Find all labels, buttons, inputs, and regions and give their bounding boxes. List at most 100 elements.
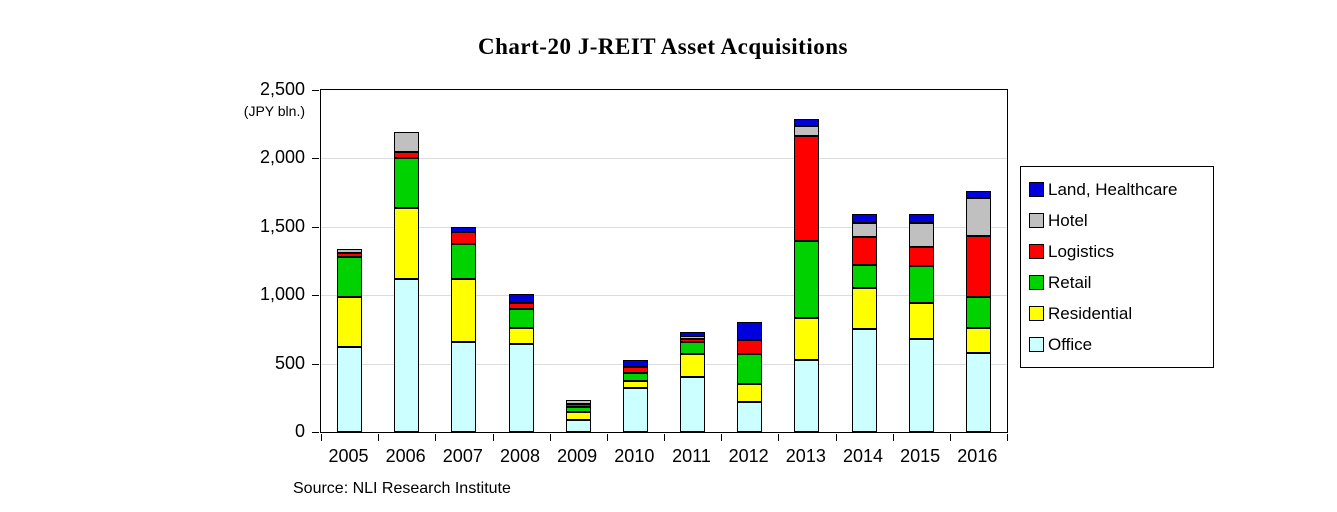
- bar-segment-office: [965, 353, 991, 432]
- x-axis-tick: [949, 434, 951, 441]
- y-axis-tick: [312, 363, 319, 365]
- bar-segment-residential: [622, 381, 648, 389]
- bar-segment-logistics: [680, 338, 706, 342]
- bar-segment-hotel: [565, 399, 591, 404]
- legend-item: Residential: [1029, 298, 1205, 329]
- y-axis-tick-label: 500: [274, 352, 305, 373]
- bar-segment-retail: [965, 297, 991, 329]
- bar-segment-office: [794, 359, 820, 432]
- x-axis-tick: [778, 434, 780, 441]
- legend-swatch-icon: [1029, 306, 1044, 321]
- bar-segment-retail: [851, 265, 877, 288]
- x-axis-category-label: 2006: [385, 446, 426, 466]
- bar-segment-hotel: [908, 222, 934, 248]
- bar-segment-logistics: [337, 252, 363, 257]
- bar-segment-office: [680, 377, 706, 432]
- bar-segment-logistics: [622, 367, 648, 374]
- x-axis-category-label: 2014: [842, 446, 884, 466]
- y-axis-tick-label: 0: [294, 421, 305, 441]
- bar-segment-land-healthcare: [508, 293, 534, 304]
- legend-item: Logistics: [1029, 236, 1205, 267]
- gridline: [321, 295, 1007, 297]
- bar-segment-office: [394, 278, 420, 432]
- bar-segment-retail: [908, 265, 934, 304]
- legend-label: Land, Healthcare: [1048, 179, 1178, 199]
- bar-segment-office: [565, 419, 591, 432]
- bar-segment-residential: [508, 328, 534, 345]
- bar-segment-land-healthcare: [851, 213, 877, 224]
- legend-swatch-icon: [1029, 213, 1044, 228]
- legend-swatch-icon: [1029, 337, 1044, 352]
- x-axis-category-label: 2005: [328, 446, 369, 466]
- x-axis-tick: [378, 434, 380, 441]
- bar-segment-land-healthcare: [622, 359, 648, 368]
- plot-area: [312, 89, 1008, 441]
- gridline: [321, 158, 1007, 160]
- legend-swatch-icon: [1029, 275, 1044, 290]
- bar-segment-land-healthcare: [737, 321, 763, 340]
- bar-segment-land-healthcare: [451, 226, 477, 232]
- legend-swatch-icon: [1029, 244, 1044, 259]
- bar-segment-hotel: [794, 125, 820, 136]
- legend-swatch-icon: [1029, 182, 1044, 197]
- bar-segment-logistics: [394, 151, 420, 158]
- gridline: [321, 363, 1007, 365]
- bar-segment-logistics: [965, 235, 991, 298]
- y-axis-tick: [312, 432, 319, 433]
- x-axis-tick: [492, 434, 494, 441]
- bar-segment-office: [908, 338, 934, 432]
- legend-label: Office: [1048, 334, 1093, 354]
- bar-segment-residential: [851, 287, 877, 330]
- gridline: [321, 226, 1007, 228]
- legend-label: Hotel: [1048, 210, 1088, 230]
- x-axis-category-label: 2007: [442, 446, 483, 466]
- bar-segment-retail: [508, 308, 534, 329]
- bar-segment-retail: [622, 373, 648, 382]
- x-axis-category-label: 2011: [672, 446, 711, 466]
- source-note: Source: NLI Research Institute: [293, 480, 511, 497]
- x-axis-tick: [892, 434, 894, 441]
- bar-segment-hotel: [337, 248, 363, 253]
- bar-segment-office: [337, 347, 363, 432]
- bar-segment-office: [451, 342, 477, 432]
- y-axis-tick-label: 2,000: [259, 147, 305, 168]
- bar-segment-residential: [737, 384, 763, 402]
- y-axis-tick: [312, 90, 319, 91]
- legend-item: Office: [1029, 329, 1205, 360]
- x-axis-tick: [1007, 434, 1008, 441]
- bar-segment-retail: [451, 243, 477, 279]
- bar-segment-logistics: [508, 303, 534, 309]
- bar-segment-logistics: [451, 231, 477, 244]
- x-axis-category-label: 2016: [957, 446, 998, 466]
- x-axis-tick: [664, 434, 665, 441]
- y-axis-tick: [312, 158, 319, 160]
- bar-segment-residential: [394, 208, 420, 279]
- x-axis-tick: [835, 434, 837, 441]
- legend-item: Land, Healthcare: [1029, 174, 1205, 205]
- legend-item: Hotel: [1029, 205, 1205, 236]
- bar-segment-residential: [680, 354, 706, 378]
- x-axis-category-label: 2012: [728, 446, 769, 466]
- bar-segment-residential: [337, 296, 363, 348]
- x-axis-category-label: 2010: [614, 446, 655, 466]
- x-axis-tick: [549, 434, 551, 441]
- y-axis-unit-label: (JPY bln.): [243, 103, 305, 119]
- bar-segment-logistics: [565, 403, 591, 407]
- bar-segment-logistics: [851, 237, 877, 266]
- x-axis-tick: [321, 434, 322, 441]
- x-axis-category-label: 2013: [785, 446, 826, 466]
- bar-segment-residential: [908, 303, 934, 339]
- bar-segment-office: [622, 388, 648, 432]
- x-axis-category-label: 2008: [499, 446, 541, 466]
- bar-segment-retail: [680, 341, 706, 355]
- bar-segment-hotel: [851, 223, 877, 238]
- x-axis-tick: [721, 434, 723, 441]
- y-axis-tick: [312, 295, 319, 297]
- legend-label: Logistics: [1048, 241, 1115, 261]
- bar-segment-retail: [794, 241, 820, 318]
- x-axis-category-label: 2015: [900, 446, 941, 466]
- bar-segment-land-healthcare: [680, 332, 706, 337]
- bar-segment-logistics: [794, 135, 820, 242]
- bar-segment-retail: [565, 406, 591, 413]
